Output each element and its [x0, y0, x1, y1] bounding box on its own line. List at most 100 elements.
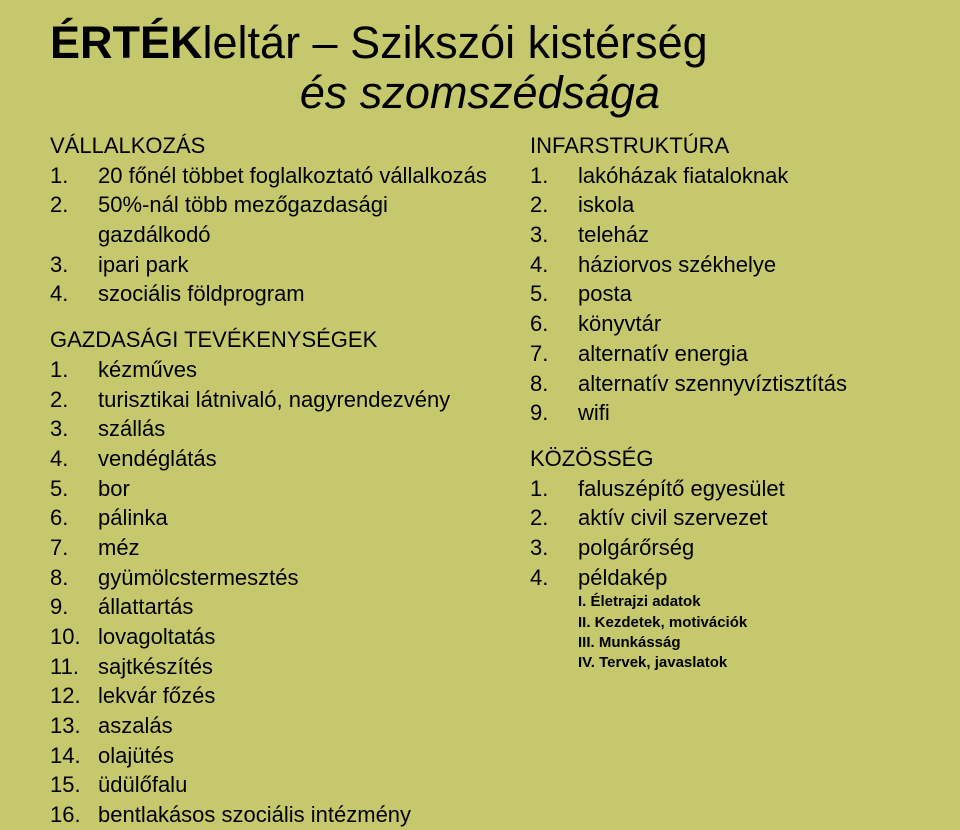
- list-item-number: 4.: [50, 444, 98, 474]
- section-header-infrastruktura: INFARSTRUKTÚRA: [530, 131, 910, 161]
- list-item: 4.vendéglátás: [50, 444, 490, 474]
- list-item-number: 12.: [50, 681, 98, 711]
- list-item-number: 3.: [530, 533, 578, 563]
- list-item-text: alternatív energia: [578, 339, 910, 369]
- list-item-text: turisztikai látnivaló, nagyrendezvény: [98, 385, 490, 415]
- list-item-text: szociális földprogram: [98, 279, 490, 309]
- list-item-text: alternatív szennyvíztisztítás: [578, 369, 910, 399]
- list-item-number: 4.: [530, 563, 578, 593]
- list-item-text: lakóházak fiataloknak: [578, 161, 910, 191]
- list-vallalkozas: 1.20 főnél többet foglalkoztató vállalko…: [50, 161, 490, 309]
- list-item-number: 6.: [50, 503, 98, 533]
- list-item: 3.ipari park: [50, 250, 490, 280]
- list-item-number: 2.: [50, 385, 98, 415]
- list-item-number: 2.: [50, 190, 98, 249]
- list-item: 10.lovagoltatás: [50, 622, 490, 652]
- list-item-text: teleház: [578, 220, 910, 250]
- list-item-text: példakép: [578, 563, 910, 593]
- list-item-number: 13.: [50, 711, 98, 741]
- list-item: 9.állattartás: [50, 592, 490, 622]
- list-item-text: sajtkészítés: [98, 652, 490, 682]
- list-item-number: 1.: [50, 355, 98, 385]
- list-item-number: 9.: [530, 398, 578, 428]
- list-item-text: iskola: [578, 190, 910, 220]
- list-item-number: 8.: [530, 369, 578, 399]
- list-item-number: 3.: [50, 414, 98, 444]
- page-title-line1: ÉRTÉKleltár – Szikszói kistérség: [50, 18, 910, 68]
- list-item: 7.alternatív energia: [530, 339, 910, 369]
- list-item-text: olajütés: [98, 741, 490, 771]
- list-item: 14.olajütés: [50, 741, 490, 771]
- list-item: 3.teleház: [530, 220, 910, 250]
- list-item-number: 14.: [50, 741, 98, 771]
- list-item: 15.üdülőfalu: [50, 770, 490, 800]
- list-item: 5.bor: [50, 474, 490, 504]
- title-rest: leltár – Szikszói kistérség: [203, 17, 708, 68]
- list-item-number: 11.: [50, 652, 98, 682]
- list-item-text: pálinka: [98, 503, 490, 533]
- sublist-item: IV. Tervek, javaslatok: [530, 653, 910, 673]
- list-item-text: lekvár főzés: [98, 681, 490, 711]
- list-item-text: szállás: [98, 414, 490, 444]
- list-item-text: bentlakásos szociális intézmény: [98, 800, 490, 830]
- sublist-item: II. Kezdetek, motivációk: [530, 613, 910, 633]
- list-item-number: 1.: [50, 161, 98, 191]
- list-item-number: 3.: [50, 250, 98, 280]
- list-infrastruktura: 1.lakóházak fiataloknak2.iskola3.teleház…: [530, 161, 910, 428]
- sublist-item: III. Munkásság: [530, 633, 910, 653]
- list-item: 8.alternatív szennyvíztisztítás: [530, 369, 910, 399]
- list-item-number: 7.: [50, 533, 98, 563]
- list-item: 7.méz: [50, 533, 490, 563]
- list-item: 4.szociális földprogram: [50, 279, 490, 309]
- list-item-text: ipari park: [98, 250, 490, 280]
- list-gazdasagi: 1.kézműves2.turisztikai látnivaló, nagyr…: [50, 355, 490, 830]
- list-item-text: 20 főnél többet foglalkoztató vállalkozá…: [98, 161, 490, 191]
- list-item-number: 4.: [530, 250, 578, 280]
- list-item-text: lovagoltatás: [98, 622, 490, 652]
- list-item-number: 7.: [530, 339, 578, 369]
- list-item: 13.aszalás: [50, 711, 490, 741]
- right-column: INFARSTRUKTÚRA 1.lakóházak fiataloknak2.…: [530, 131, 910, 830]
- list-item: 1.faluszépítő egyesület: [530, 474, 910, 504]
- list-item: 3.polgárőrség: [530, 533, 910, 563]
- list-kozosseg: 1.faluszépítő egyesület2.aktív civil sze…: [530, 474, 910, 593]
- page-title-line2: és szomszédsága: [50, 68, 910, 118]
- list-item-text: wifi: [578, 398, 910, 428]
- list-item-text: gyümölcstermesztés: [98, 563, 490, 593]
- content-columns: VÁLLALKOZÁS 1.20 főnél többet foglalkozt…: [50, 131, 910, 830]
- sublist-peldakep: I. Életrajzi adatokII. Kezdetek, motivác…: [530, 592, 910, 673]
- list-item: 12.lekvár főzés: [50, 681, 490, 711]
- list-item-text: aszalás: [98, 711, 490, 741]
- list-item-number: 2.: [530, 503, 578, 533]
- list-item: 4.háziorvos székhelye: [530, 250, 910, 280]
- list-item-number: 10.: [50, 622, 98, 652]
- list-item: 6.könyvtár: [530, 309, 910, 339]
- list-item: 11.sajtkészítés: [50, 652, 490, 682]
- list-item: 1.lakóházak fiataloknak: [530, 161, 910, 191]
- list-item: 2.aktív civil szervezet: [530, 503, 910, 533]
- list-item-text: 50%-nál több mezőgazdasági gazdálkodó: [98, 190, 490, 249]
- section-header-kozosseg: KÖZÖSSÉG: [530, 444, 910, 474]
- list-item-number: 6.: [530, 309, 578, 339]
- left-column: VÁLLALKOZÁS 1.20 főnél többet foglalkozt…: [50, 131, 490, 830]
- title-bold-prefix: ÉRTÉK: [50, 17, 203, 68]
- list-item: 5.posta: [530, 279, 910, 309]
- list-item-number: 16.: [50, 800, 98, 830]
- list-item: 4.példakép: [530, 563, 910, 593]
- list-item: 2.iskola: [530, 190, 910, 220]
- list-item-number: 9.: [50, 592, 98, 622]
- list-item-text: kézműves: [98, 355, 490, 385]
- list-item: 2.turisztikai látnivaló, nagyrendezvény: [50, 385, 490, 415]
- list-item-number: 5.: [50, 474, 98, 504]
- list-item-number: 3.: [530, 220, 578, 250]
- list-item: 9.wifi: [530, 398, 910, 428]
- list-item-text: állattartás: [98, 592, 490, 622]
- list-item-text: vendéglátás: [98, 444, 490, 474]
- list-item: 3.szállás: [50, 414, 490, 444]
- list-item-number: 4.: [50, 279, 98, 309]
- list-item-text: háziorvos székhelye: [578, 250, 910, 280]
- list-item-text: posta: [578, 279, 910, 309]
- list-item-number: 8.: [50, 563, 98, 593]
- list-item-number: 5.: [530, 279, 578, 309]
- list-item: 1.20 főnél többet foglalkoztató vállalko…: [50, 161, 490, 191]
